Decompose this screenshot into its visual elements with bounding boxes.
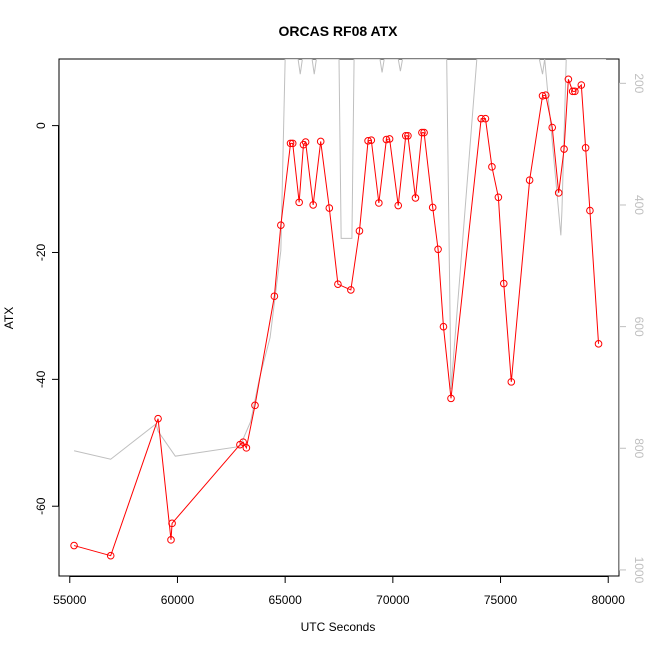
red-series-point [251, 401, 259, 410]
red-series-point [154, 414, 162, 423]
red-series-point [394, 201, 403, 210]
red-series-point [439, 322, 448, 331]
red-series-point [568, 87, 577, 96]
red-series-point [525, 176, 534, 184]
red-series-point [364, 137, 372, 145]
right-tick-label: 600 [632, 317, 646, 337]
red-series-point [270, 292, 279, 301]
red-series-point [548, 123, 557, 132]
red-series-point [239, 438, 247, 446]
x-tick-label: 65000 [268, 593, 302, 607]
red-series-point [571, 87, 579, 96]
right-tick-label: 1000 [632, 557, 646, 584]
x-tick-label: 80000 [592, 593, 626, 607]
red-series-point [301, 138, 310, 146]
red-series-layer [70, 75, 603, 560]
red-series-point [554, 189, 563, 197]
red-series-point [385, 135, 394, 143]
y-tick-label: 0 [34, 122, 48, 129]
gray-series-line [73, 59, 607, 460]
red-series-point [382, 135, 391, 144]
red-series-point [507, 378, 516, 386]
red-series-point [106, 551, 115, 560]
red-series-point [347, 286, 355, 294]
red-series-point [277, 221, 285, 230]
x-axis-label: UTC Seconds [301, 620, 376, 634]
y-tick-label: -40 [34, 370, 48, 388]
red-series-point [168, 519, 176, 528]
red-series-line [73, 79, 600, 557]
red-series-point [316, 137, 325, 146]
red-series-point [577, 81, 586, 89]
red-series-point [309, 201, 317, 209]
red-series-point [594, 340, 603, 348]
red-series-point [481, 114, 490, 123]
red-series-point [167, 536, 175, 544]
gray-series-layer [73, 59, 607, 460]
chart-title: ORCAS RF08 ATX [278, 23, 398, 39]
red-series-point [418, 128, 426, 137]
right-tick-label: 400 [632, 195, 646, 215]
red-series-point [494, 193, 503, 202]
red-series-point [538, 91, 547, 100]
x-tick-label: 70000 [376, 593, 410, 607]
red-series-point [375, 199, 383, 207]
red-series-point [367, 136, 376, 144]
red-series-point [428, 203, 437, 212]
red-series-point [564, 75, 573, 84]
red-series-point [401, 131, 410, 140]
y-axis-label: ATX [2, 307, 16, 329]
y-tick-label: -20 [34, 243, 48, 261]
red-series-point [488, 163, 496, 171]
axes-layer: 55000 60000 65000 70000 75000 80000 -60 -40 -20 0… [34, 73, 646, 607]
red-series-point [581, 144, 590, 152]
x-tick-label: 55000 [53, 593, 87, 607]
red-series-point [334, 280, 342, 288]
red-series-point [286, 139, 295, 148]
red-series-point [499, 279, 508, 288]
red-series-point [404, 131, 412, 140]
red-series-point [541, 91, 550, 99]
red-series-point [560, 145, 568, 153]
red-series-point [447, 394, 455, 403]
red-series-point [434, 245, 442, 254]
red-series-point [295, 198, 303, 207]
red-series-point [70, 541, 78, 550]
red-series-point [242, 444, 251, 452]
right-tick-label: 200 [632, 73, 646, 93]
x-tick-label: 60000 [161, 593, 195, 607]
red-series-point [288, 139, 297, 148]
plot-frame [58, 58, 620, 577]
x-tick-label: 75000 [484, 593, 518, 607]
red-series-point [325, 204, 334, 212]
right-tick-label: 800 [632, 438, 646, 458]
red-series-point [411, 194, 420, 202]
red-series-point [586, 206, 594, 215]
red-series-point [420, 128, 428, 137]
red-series-point [477, 114, 485, 123]
red-series-point [355, 227, 364, 235]
y-tick-label: -60 [34, 497, 48, 515]
red-series-point [299, 140, 308, 149]
